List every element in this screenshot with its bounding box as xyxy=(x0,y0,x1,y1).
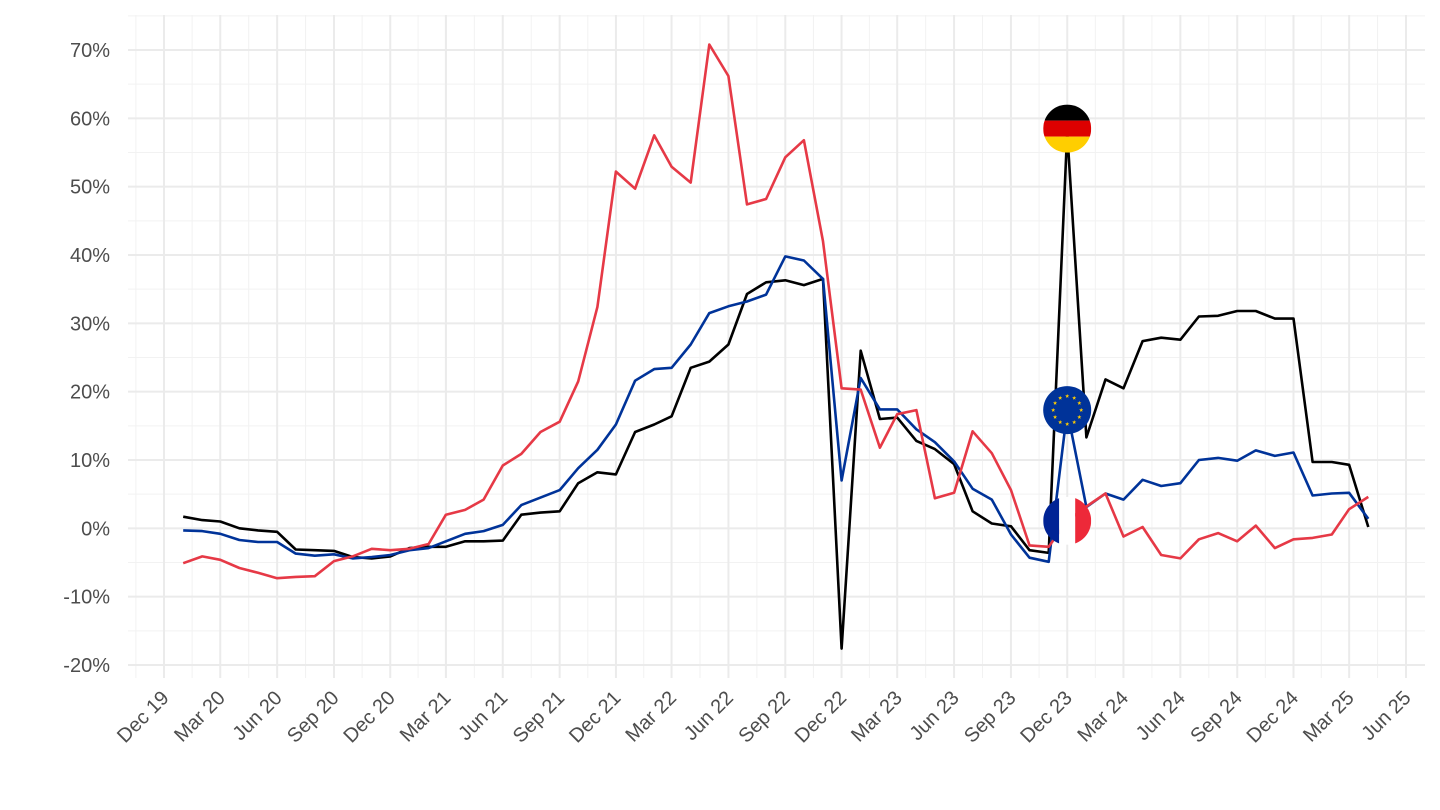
y-tick-label: 20% xyxy=(70,382,110,404)
x-tick-label: Jun 23 xyxy=(906,687,964,745)
x-tick-label: Dec 21 xyxy=(565,687,625,747)
x-tick-label: Mar 20 xyxy=(170,687,230,747)
x-tick-label: Sep 24 xyxy=(1186,687,1246,747)
x-tick-label: Mar 21 xyxy=(396,687,456,747)
x-tick-label: Jun 24 xyxy=(1132,687,1190,745)
france-flag-icon xyxy=(1043,496,1092,545)
x-tick-label: Dec 20 xyxy=(339,687,399,747)
y-tick-label: 10% xyxy=(70,450,110,472)
x-tick-label: Dec 22 xyxy=(791,687,851,747)
x-tick-label: Jun 22 xyxy=(680,687,738,745)
x-tick-label: Sep 21 xyxy=(509,687,569,747)
y-tick-label: -10% xyxy=(63,587,110,609)
x-tick-label: Sep 23 xyxy=(960,687,1020,747)
y-tick-label: -20% xyxy=(63,655,110,677)
x-tick-label: Dec 23 xyxy=(1016,687,1076,747)
eu-flag-icon xyxy=(1043,386,1092,435)
y-tick-label: 40% xyxy=(70,245,110,267)
flag-markers xyxy=(1043,104,1092,545)
x-tick-label: Mar 23 xyxy=(847,687,907,747)
series-line-germany xyxy=(182,130,1370,650)
y-tick-label: 50% xyxy=(70,177,110,199)
y-axis: -20% -10% 0% 10% 20% 30% 40% 50% 60% 70% xyxy=(63,40,110,677)
x-tick-label: Sep 20 xyxy=(283,687,343,747)
germany-flag-icon xyxy=(1043,104,1092,153)
y-tick-label: 70% xyxy=(70,40,110,62)
x-tick-label: Dec 19 xyxy=(113,687,173,747)
y-tick-label: 0% xyxy=(81,518,110,540)
x-tick-label: Mar 22 xyxy=(622,687,682,747)
y-tick-label: 30% xyxy=(70,313,110,335)
series-line-france xyxy=(182,43,1370,580)
x-tick-label: Dec 24 xyxy=(1243,687,1303,747)
series-layer xyxy=(182,43,1370,650)
x-tick-label: Jun 21 xyxy=(454,687,512,745)
x-tick-label: Jun 20 xyxy=(229,687,287,745)
minor-gridlines xyxy=(128,15,1425,678)
y-tick-label: 60% xyxy=(70,108,110,130)
x-tick-label: Sep 22 xyxy=(734,687,794,747)
series-line-eu xyxy=(183,255,1370,564)
major-gridlines xyxy=(128,15,1425,678)
x-tick-label: Jun 25 xyxy=(1358,687,1416,745)
x-tick-label: Mar 24 xyxy=(1073,687,1133,747)
x-tick-label: Mar 25 xyxy=(1299,687,1359,747)
